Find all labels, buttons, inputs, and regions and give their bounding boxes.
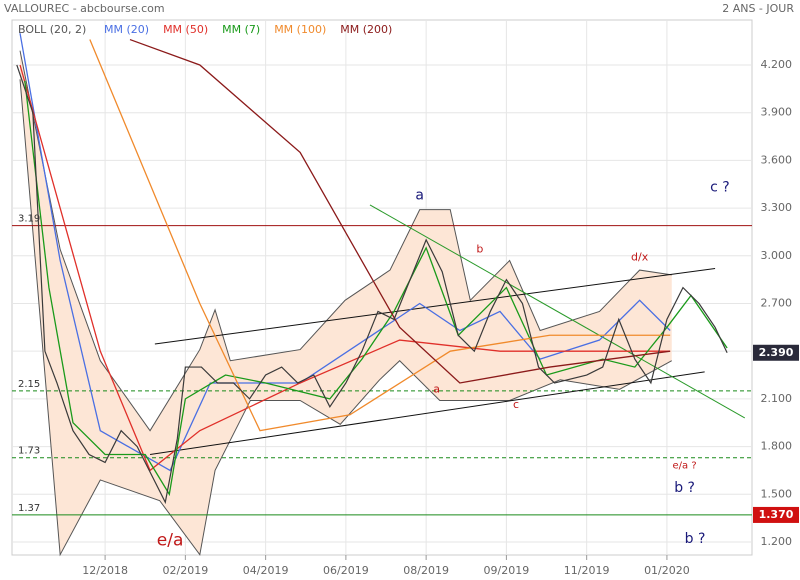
band-upper <box>19 50 672 432</box>
last-price-tag <box>753 344 799 361</box>
trendline <box>369 204 746 419</box>
level-label: 1.37 <box>18 503 40 514</box>
y-tick-label: 3.300 <box>761 201 793 214</box>
x-tick-label: 09/2019 <box>484 564 530 577</box>
x-tick-label: 11/2019 <box>564 564 610 577</box>
legend-entry: MM (50) <box>163 23 208 36</box>
legend-entry: MM (20) <box>104 23 149 36</box>
y-tick-label: 3.900 <box>761 106 793 119</box>
price-line <box>16 64 728 505</box>
y-tick-label: 1.200 <box>761 535 793 548</box>
x-tick-label: 12/2018 <box>82 564 128 577</box>
period-label: 2 ANS - JOUR <box>722 2 794 15</box>
x-tick-label: 08/2019 <box>403 564 449 577</box>
wave-label: a <box>415 187 424 203</box>
series-line <box>24 80 728 497</box>
legend-entry: MM (7) <box>222 23 260 36</box>
chart-title: VALLOUREC - abcbourse.com <box>4 2 165 15</box>
wave-label: d/x <box>631 250 649 263</box>
level-label: 1.73 <box>18 446 40 457</box>
wave-label: e/a ? <box>673 461 697 472</box>
x-tick-label: 04/2019 <box>243 564 289 577</box>
x-tick-label: 01/2020 <box>644 564 690 577</box>
level-tag <box>753 506 799 523</box>
y-tick-label: 2.100 <box>761 392 793 405</box>
band-lower <box>19 79 672 557</box>
trendline <box>149 371 705 456</box>
level-label: 2.15 <box>18 379 40 390</box>
series-line <box>129 38 671 384</box>
last-price-label: 2.390 <box>759 346 794 359</box>
wave-label: b ? <box>674 480 695 496</box>
legend-entry: MM (100) <box>274 23 326 36</box>
wave-label: c ? <box>710 179 730 195</box>
wave-label: b ? <box>685 531 706 547</box>
wave-label: a <box>433 382 440 395</box>
band-fill <box>20 50 672 555</box>
trendline <box>154 268 716 345</box>
wave-label: e/a <box>157 530 184 550</box>
series-line <box>19 64 671 472</box>
level-tag-label: 1.370 <box>759 508 794 521</box>
legend-entry: BOLL (20, 2) <box>18 23 86 36</box>
wave-label: b <box>476 242 483 255</box>
y-tick-label: 2.700 <box>761 296 793 309</box>
x-tick-label: 02/2019 <box>163 564 209 577</box>
plot-frame <box>11 19 753 556</box>
wave-label: c <box>513 398 519 411</box>
y-tick-label: 4.200 <box>761 58 793 71</box>
level-label: 3.19 <box>18 214 40 225</box>
y-tick-label: 3.000 <box>761 249 793 262</box>
y-tick-label: 1.800 <box>761 440 793 453</box>
y-tick-label: 3.600 <box>761 153 793 166</box>
series-line <box>89 39 671 432</box>
y-tick-label: 1.500 <box>761 487 793 500</box>
series-line <box>19 33 671 472</box>
x-tick-label: 06/2019 <box>323 564 369 577</box>
legend-entry: MM (200) <box>340 23 392 36</box>
